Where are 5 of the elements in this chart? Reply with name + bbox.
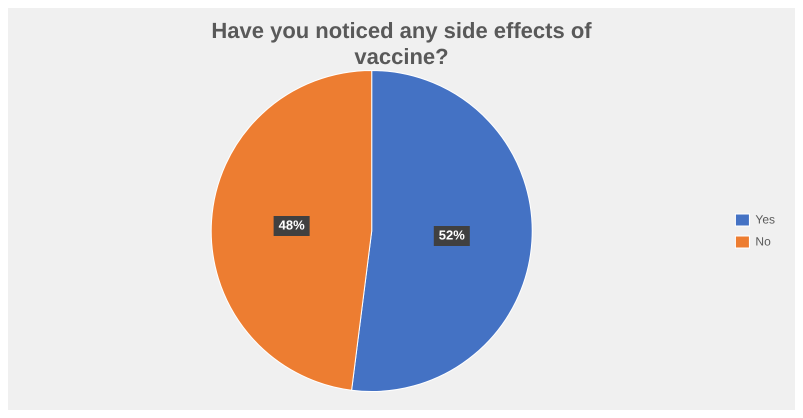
data-label: 52% (438, 228, 466, 243)
chart-title: Have you noticed any side effects of vaccine? (210, 17, 593, 70)
legend-label: No (755, 234, 772, 248)
legend-label: Yes (755, 212, 775, 226)
data-label: 48% (278, 218, 306, 233)
